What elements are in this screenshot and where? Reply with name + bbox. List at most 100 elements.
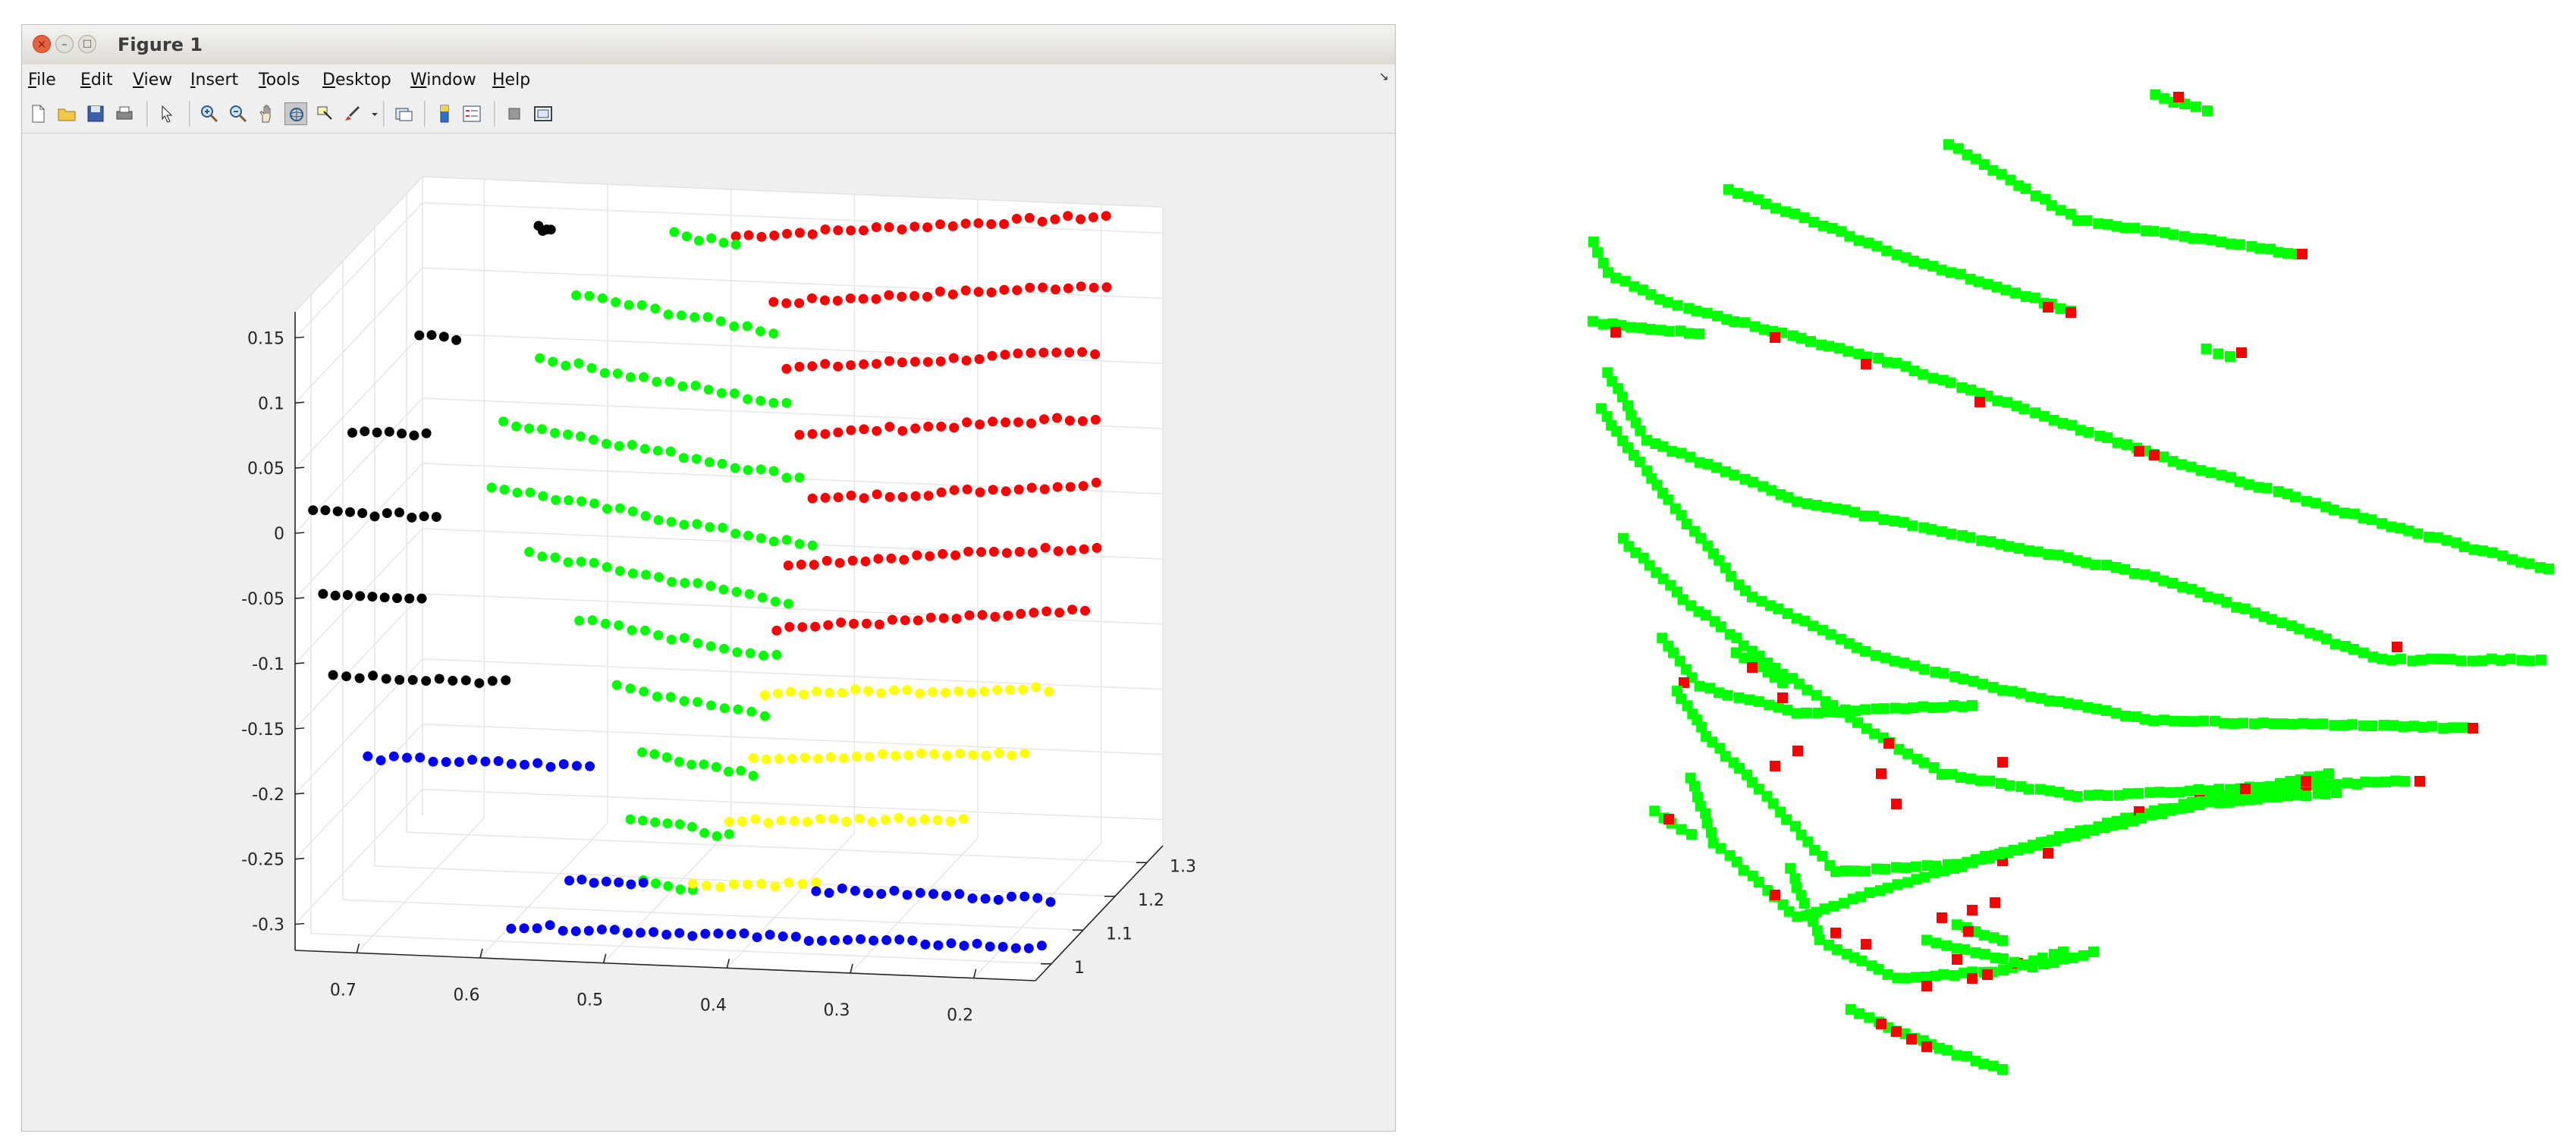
menu-edit[interactable]: Edit: [80, 71, 113, 89]
menu-desktop[interactable]: Desktop: [322, 71, 391, 89]
figure-canvas[interactable]: 0.15 0.1 0.05 0 -0.05 -0.1 -0.15 -0.2 -0.25 -0.3 0…: [22, 133, 1396, 1131]
scanline-point: [1789, 873, 1801, 884]
scatter-point: [674, 756, 684, 767]
scatter-point: [756, 878, 767, 889]
menubar-dock-icon[interactable]: ↘: [1378, 69, 1389, 83]
scanline-point: [1946, 528, 1957, 539]
scanline-point: [2213, 348, 2224, 360]
scanline-point: [2282, 248, 2294, 259]
scatter-point: [897, 491, 908, 502]
scanline-point: [1802, 498, 1813, 509]
scatter-point: [876, 688, 886, 699]
scanline-point: [2117, 818, 2128, 830]
scatter-point: [915, 688, 925, 699]
scatter-point: [768, 397, 779, 408]
scanline-point: [1860, 645, 1871, 657]
scatter-point: [661, 929, 672, 940]
grid-line: [422, 528, 1164, 560]
colorbar-icon[interactable]: [433, 102, 456, 125]
scanline-point: [1927, 372, 1939, 384]
open-file-icon[interactable]: [55, 102, 78, 125]
scatter-point: [614, 877, 624, 887]
scanline-point: [1967, 857, 1978, 868]
grid-line: [356, 817, 485, 953]
brush-icon[interactable]: [341, 102, 363, 125]
scatter-point: [667, 576, 677, 587]
scanline-point: [1951, 919, 1962, 931]
print-icon[interactable]: [113, 102, 136, 125]
scatter-point: [743, 879, 753, 890]
scatter-point: [776, 815, 787, 826]
scanline-point: [2228, 718, 2239, 729]
scanline-point: [2468, 544, 2480, 555]
z-tick-label: -0.3: [252, 916, 284, 935]
link-plot-icon[interactable]: [392, 102, 415, 125]
hide-plot-tools-icon[interactable]: [503, 102, 526, 125]
menu-view[interactable]: View: [133, 71, 173, 89]
scatter-point: [506, 923, 517, 934]
scanline-point: [2386, 655, 2397, 666]
scanline-point: [2254, 243, 2266, 254]
save-icon[interactable]: [84, 102, 107, 125]
scanline-point: [2193, 783, 2204, 795]
scatter-point: [394, 674, 405, 685]
scatter-point: [867, 816, 878, 827]
scatter-point: [811, 877, 821, 887]
close-window-button[interactable]: ×: [33, 35, 51, 53]
menu-tools[interactable]: Tools: [259, 71, 300, 89]
grid-line: [294, 724, 423, 860]
rotate-3d-icon[interactable]: [284, 102, 307, 125]
scanline-point: [2024, 545, 2034, 556]
scanline-point: [1667, 446, 1678, 457]
scanline-point: [1700, 808, 1711, 819]
scatter-point: [1080, 605, 1090, 616]
zoom-in-icon[interactable]: [198, 102, 221, 125]
data-cursor-icon[interactable]: [313, 102, 336, 125]
pan-hand-icon[interactable]: [256, 102, 278, 125]
grid-line: [422, 593, 1164, 625]
scatter-point: [771, 625, 782, 636]
scatter-point: [639, 625, 650, 636]
z-tick-label: -0.15: [241, 721, 284, 739]
menu-help[interactable]: Help: [492, 71, 531, 89]
menu-window[interactable]: Window: [410, 71, 476, 89]
title-bar[interactable]: × – □ Figure 1: [22, 25, 1395, 65]
scanline-point: [1795, 332, 1807, 344]
scanline-point: [2055, 303, 2066, 314]
menu-insert[interactable]: Insert: [190, 71, 239, 89]
scanline-point: [2257, 718, 2269, 729]
scanline-point: [1992, 395, 2003, 407]
minimize-window-button[interactable]: –: [55, 35, 74, 53]
scanline-point: [2301, 790, 2312, 802]
zoom-out-icon[interactable]: [227, 102, 250, 125]
scatter-point: [602, 562, 612, 573]
scanline-point: [2417, 721, 2429, 733]
select-arrow-icon[interactable]: [156, 102, 178, 125]
legend-icon[interactable]: [460, 102, 483, 125]
scatter-point: [975, 419, 985, 430]
scanline-point: [1938, 667, 1949, 679]
scanline-point: [2386, 521, 2397, 532]
scanline-point: [2194, 799, 2205, 810]
scanline-point: [1861, 359, 1871, 369]
scatter-point: [487, 676, 498, 686]
scanline-point: [1965, 384, 1977, 395]
scanline-point: [1930, 666, 1941, 677]
new-figure-icon[interactable]: [27, 102, 49, 125]
scanline-point: [2119, 564, 2131, 575]
scanline-point: [1801, 707, 1812, 718]
scanline-point: [2202, 592, 2213, 602]
scanline-point: [2048, 949, 2059, 960]
3d-scatter-axes[interactable]: 0.15 0.1 0.05 0 -0.05 -0.1 -0.15 -0.2 -0.25 -0.3 0…: [22, 133, 1396, 1131]
scanline-point: [1715, 843, 1726, 854]
scanline-point: [1991, 281, 2003, 293]
menu-file[interactable]: File: [28, 71, 56, 89]
scanline-point: [2438, 723, 2449, 734]
y-axis-line: [1035, 845, 1164, 981]
scanline-point: [2131, 711, 2142, 722]
scanline-point: [1891, 799, 1902, 809]
maximize-window-button[interactable]: □: [78, 35, 96, 53]
show-plot-tools-icon[interactable]: [532, 102, 554, 125]
scanline-point: [1880, 652, 1891, 664]
brush-dropdown-icon[interactable]: [363, 102, 378, 125]
